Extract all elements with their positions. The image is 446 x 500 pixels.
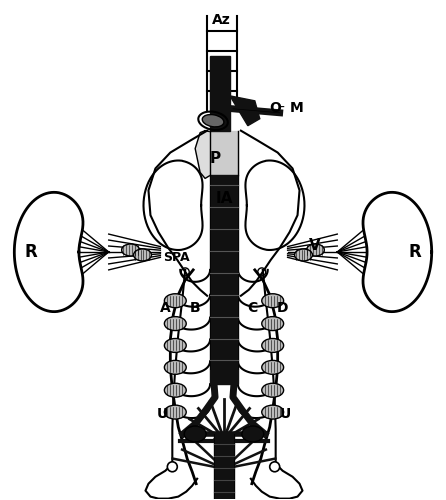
Text: C: C xyxy=(248,300,258,314)
Polygon shape xyxy=(14,192,83,312)
Ellipse shape xyxy=(122,244,140,256)
Ellipse shape xyxy=(262,338,284,352)
Ellipse shape xyxy=(262,316,284,330)
Polygon shape xyxy=(210,370,238,384)
Polygon shape xyxy=(251,464,302,498)
Polygon shape xyxy=(210,130,238,176)
Polygon shape xyxy=(195,130,220,178)
Polygon shape xyxy=(363,192,432,312)
Text: U: U xyxy=(280,407,291,421)
Text: P: P xyxy=(210,151,221,166)
Text: R: R xyxy=(25,243,37,261)
Ellipse shape xyxy=(184,426,206,442)
Polygon shape xyxy=(210,176,238,370)
Ellipse shape xyxy=(262,360,284,374)
Text: V: V xyxy=(309,238,320,252)
Text: SPA: SPA xyxy=(163,252,190,264)
Text: IA: IA xyxy=(215,191,233,206)
Text: -: - xyxy=(280,101,285,115)
Text: U: U xyxy=(157,407,168,421)
Ellipse shape xyxy=(262,384,284,397)
Text: A: A xyxy=(160,300,171,314)
Polygon shape xyxy=(145,464,197,498)
Polygon shape xyxy=(144,160,202,250)
Text: O: O xyxy=(270,101,281,115)
Polygon shape xyxy=(210,56,230,130)
Ellipse shape xyxy=(165,316,186,330)
Ellipse shape xyxy=(133,249,152,261)
Ellipse shape xyxy=(165,360,186,374)
Polygon shape xyxy=(245,160,305,250)
Text: M: M xyxy=(289,101,303,115)
Ellipse shape xyxy=(262,294,284,308)
Text: Az: Az xyxy=(212,14,231,28)
Circle shape xyxy=(167,462,178,472)
Text: D: D xyxy=(277,300,289,314)
Circle shape xyxy=(270,462,280,472)
Ellipse shape xyxy=(242,426,264,442)
Ellipse shape xyxy=(165,338,186,352)
Ellipse shape xyxy=(294,249,313,261)
Polygon shape xyxy=(214,434,234,498)
Ellipse shape xyxy=(262,405,284,419)
Polygon shape xyxy=(230,96,260,126)
Ellipse shape xyxy=(165,405,186,419)
Ellipse shape xyxy=(202,114,224,127)
Ellipse shape xyxy=(306,244,324,256)
Text: B: B xyxy=(190,300,201,314)
Text: R: R xyxy=(409,243,421,261)
Ellipse shape xyxy=(165,384,186,397)
Ellipse shape xyxy=(165,294,186,308)
